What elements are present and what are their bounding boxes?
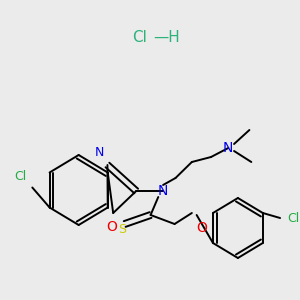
Text: O: O (106, 220, 117, 234)
Text: O: O (196, 221, 208, 235)
Text: —H: —H (154, 29, 180, 44)
Text: Cl: Cl (132, 29, 146, 44)
Text: Cl: Cl (288, 212, 300, 224)
Text: S: S (118, 223, 126, 236)
Text: N: N (95, 146, 105, 159)
Text: Cl: Cl (14, 170, 27, 184)
Text: N: N (223, 141, 233, 155)
Text: N: N (158, 184, 168, 198)
